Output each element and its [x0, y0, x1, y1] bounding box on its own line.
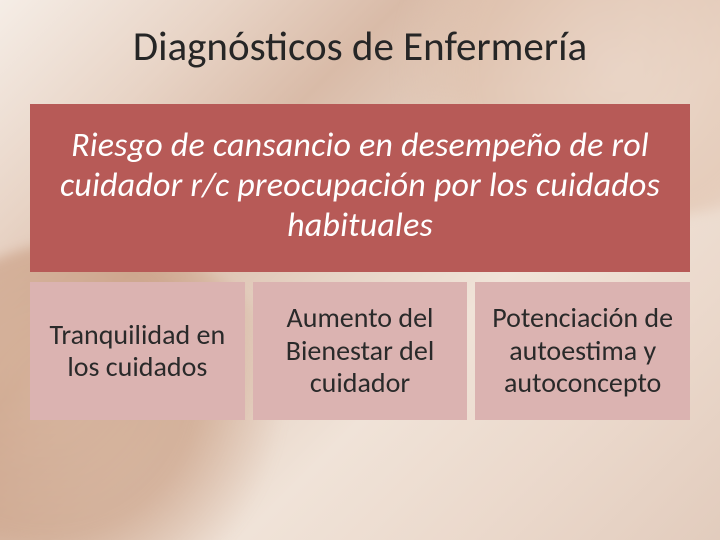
outcomes-row: Tranquilidad en los cuidados Aumento del…	[30, 282, 690, 419]
diagnosis-main-box: Riesgo de cansancio en desempeño de rol …	[30, 104, 690, 272]
slide-title: Diagnósticos de Enfermería	[0, 0, 720, 72]
outcome-cell-3: Potenciación de autoestima y autoconcept…	[475, 282, 690, 419]
outcome-cell-1: Tranquilidad en los cuidados	[30, 282, 245, 419]
slide: Diagnósticos de Enfermería Riesgo de can…	[0, 0, 720, 540]
outcome-cell-2: Aumento del Bienestar del cuidador	[253, 282, 468, 419]
